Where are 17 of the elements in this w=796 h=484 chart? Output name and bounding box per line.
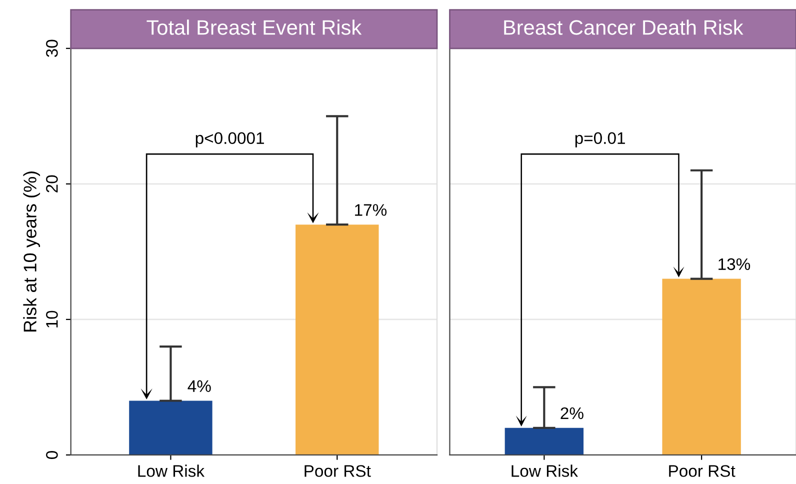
- data-label: 4%: [188, 380, 211, 392]
- y-tick-label: 30: [46, 40, 58, 58]
- chart-title: Breast Cancer Death Risk: [504, 20, 744, 35]
- x-tick-label: Low Risk: [138, 464, 205, 477]
- data-label: 17%: [355, 204, 387, 216]
- y-axis-title: Risk at 10 years (%): [23, 172, 40, 332]
- x-tick-label: Low Risk: [512, 464, 578, 477]
- annotation: p=0.01: [575, 132, 625, 148]
- x-tick-label: Poor RSt: [669, 465, 736, 477]
- y-tick-label: 20: [46, 175, 58, 192]
- y-tick-label: 10: [46, 310, 58, 328]
- chart-title: Total Breast Event Risk: [146, 20, 362, 35]
- x-tick-label: Poor RSt: [304, 465, 371, 477]
- data-label: 13%: [718, 258, 750, 270]
- data-label: 2%: [560, 407, 584, 420]
- y-tick-label: 0: [46, 450, 58, 459]
- annotation: p<0.0001: [196, 132, 264, 148]
